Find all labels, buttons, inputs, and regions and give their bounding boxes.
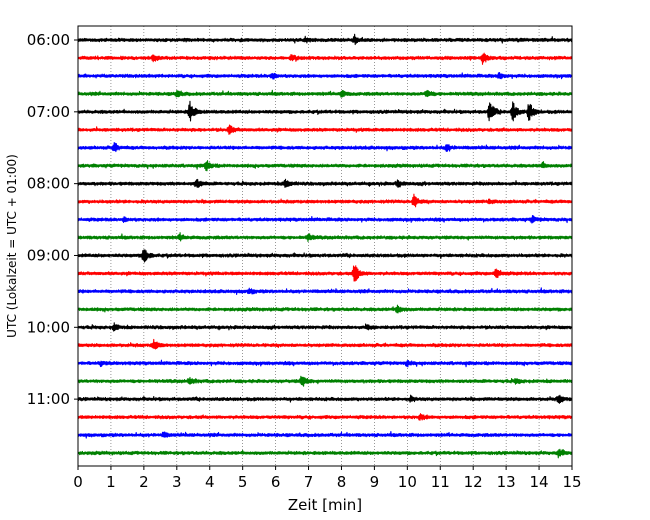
trace-line [77,215,573,224]
x-tick-label: 12 [464,473,483,491]
trace-line [77,178,573,189]
trace-line [77,375,573,387]
trace-line [77,413,573,421]
y-axis-label: UTC (Lokalzeit = UTC + 01:00) [5,154,19,338]
trace-line [77,249,573,263]
trace-line [77,232,573,243]
trace-line [77,142,573,153]
trace-line [77,304,573,314]
trace-line [77,359,573,368]
x-tick-label: 10 [398,473,417,491]
x-tick-label: 9 [370,473,380,491]
trace-line [77,394,573,404]
trace-line [77,124,573,135]
trace-line [77,322,573,332]
x-tick-label: 2 [139,473,149,491]
trace-line [77,100,573,122]
x-tick-label: 15 [562,473,581,491]
x-tick-label: 7 [304,473,314,491]
trace-line [77,448,573,459]
trace-line [77,72,573,80]
plot-frame [77,25,573,467]
y-tick-label: 07:00 [27,103,70,121]
y-tick-label: 08:00 [27,175,70,193]
trace-line [77,338,573,350]
x-axis-label: Zeit [min] [288,496,362,514]
trace-line [77,52,573,65]
trace-line [77,33,573,46]
trace-line [77,193,573,208]
trace-line [77,160,573,172]
y-tick-label: 11:00 [27,390,70,408]
trace-line [77,89,573,98]
trace-line [77,430,573,439]
x-tick-label: 3 [172,473,182,491]
x-tick-label: 4 [205,473,215,491]
x-tick-label: 8 [337,473,347,491]
x-tick-label: 13 [497,473,516,491]
y-tick-label: 09:00 [27,246,70,264]
x-tick-label: 5 [238,473,248,491]
x-axis-ticks: 0 1 2 3 4 5 6 7 8 9 10 11 12 13 14 15 [73,466,582,491]
trace-line [77,265,573,282]
y-tick-label: 06:00 [27,31,70,49]
y-axis-ticks: 06:00 07:00 08:00 09:00 10:00 11:00 [27,31,78,408]
x-tick-label: 1 [106,473,116,491]
y-tick-label: 10:00 [27,318,70,336]
x-tick-label: 6 [271,473,281,491]
x-tick-label: 11 [431,473,450,491]
trace-group [77,33,573,459]
x-tick-label: 14 [530,473,549,491]
minute-grid [110,26,540,466]
trace-line [77,287,573,295]
x-tick-label: 0 [73,473,83,491]
